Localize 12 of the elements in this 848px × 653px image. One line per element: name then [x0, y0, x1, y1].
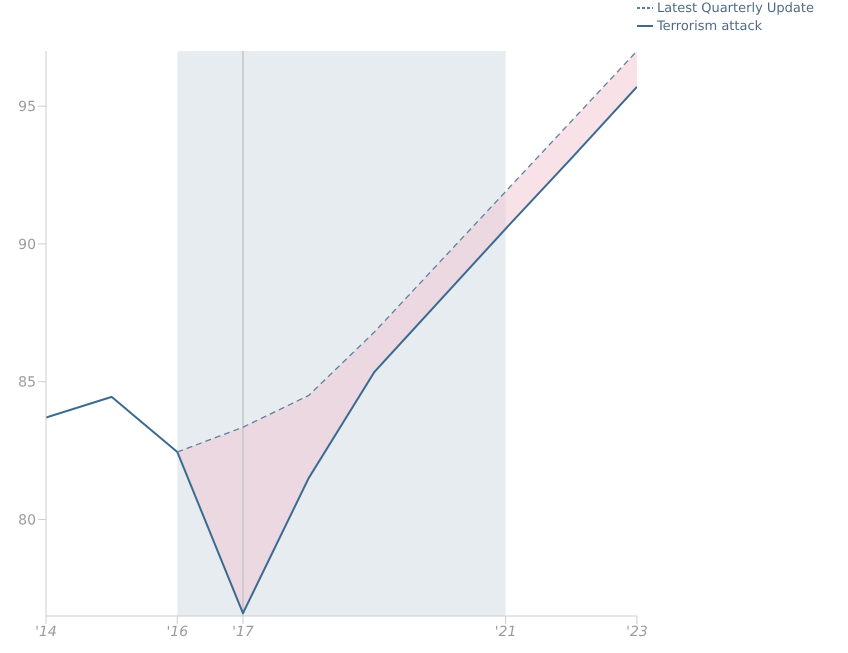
y-tick-label: 90	[18, 236, 36, 253]
x-tick-label: '14	[35, 624, 57, 640]
y-tick-label: 85	[18, 374, 36, 391]
legend-label: Latest Quarterly Update	[656, 1, 814, 16]
y-tick-label: 95	[18, 99, 36, 116]
line-series	[176, 51, 637, 453]
x-tick-label: '21	[494, 624, 516, 640]
legend-label: Terrorism attack	[656, 19, 762, 34]
x-tick-label: '23	[626, 624, 648, 640]
x-tick-label: '16	[166, 624, 188, 640]
y-tick-label: 80	[18, 512, 36, 529]
x-tick-label: '17	[232, 624, 254, 640]
